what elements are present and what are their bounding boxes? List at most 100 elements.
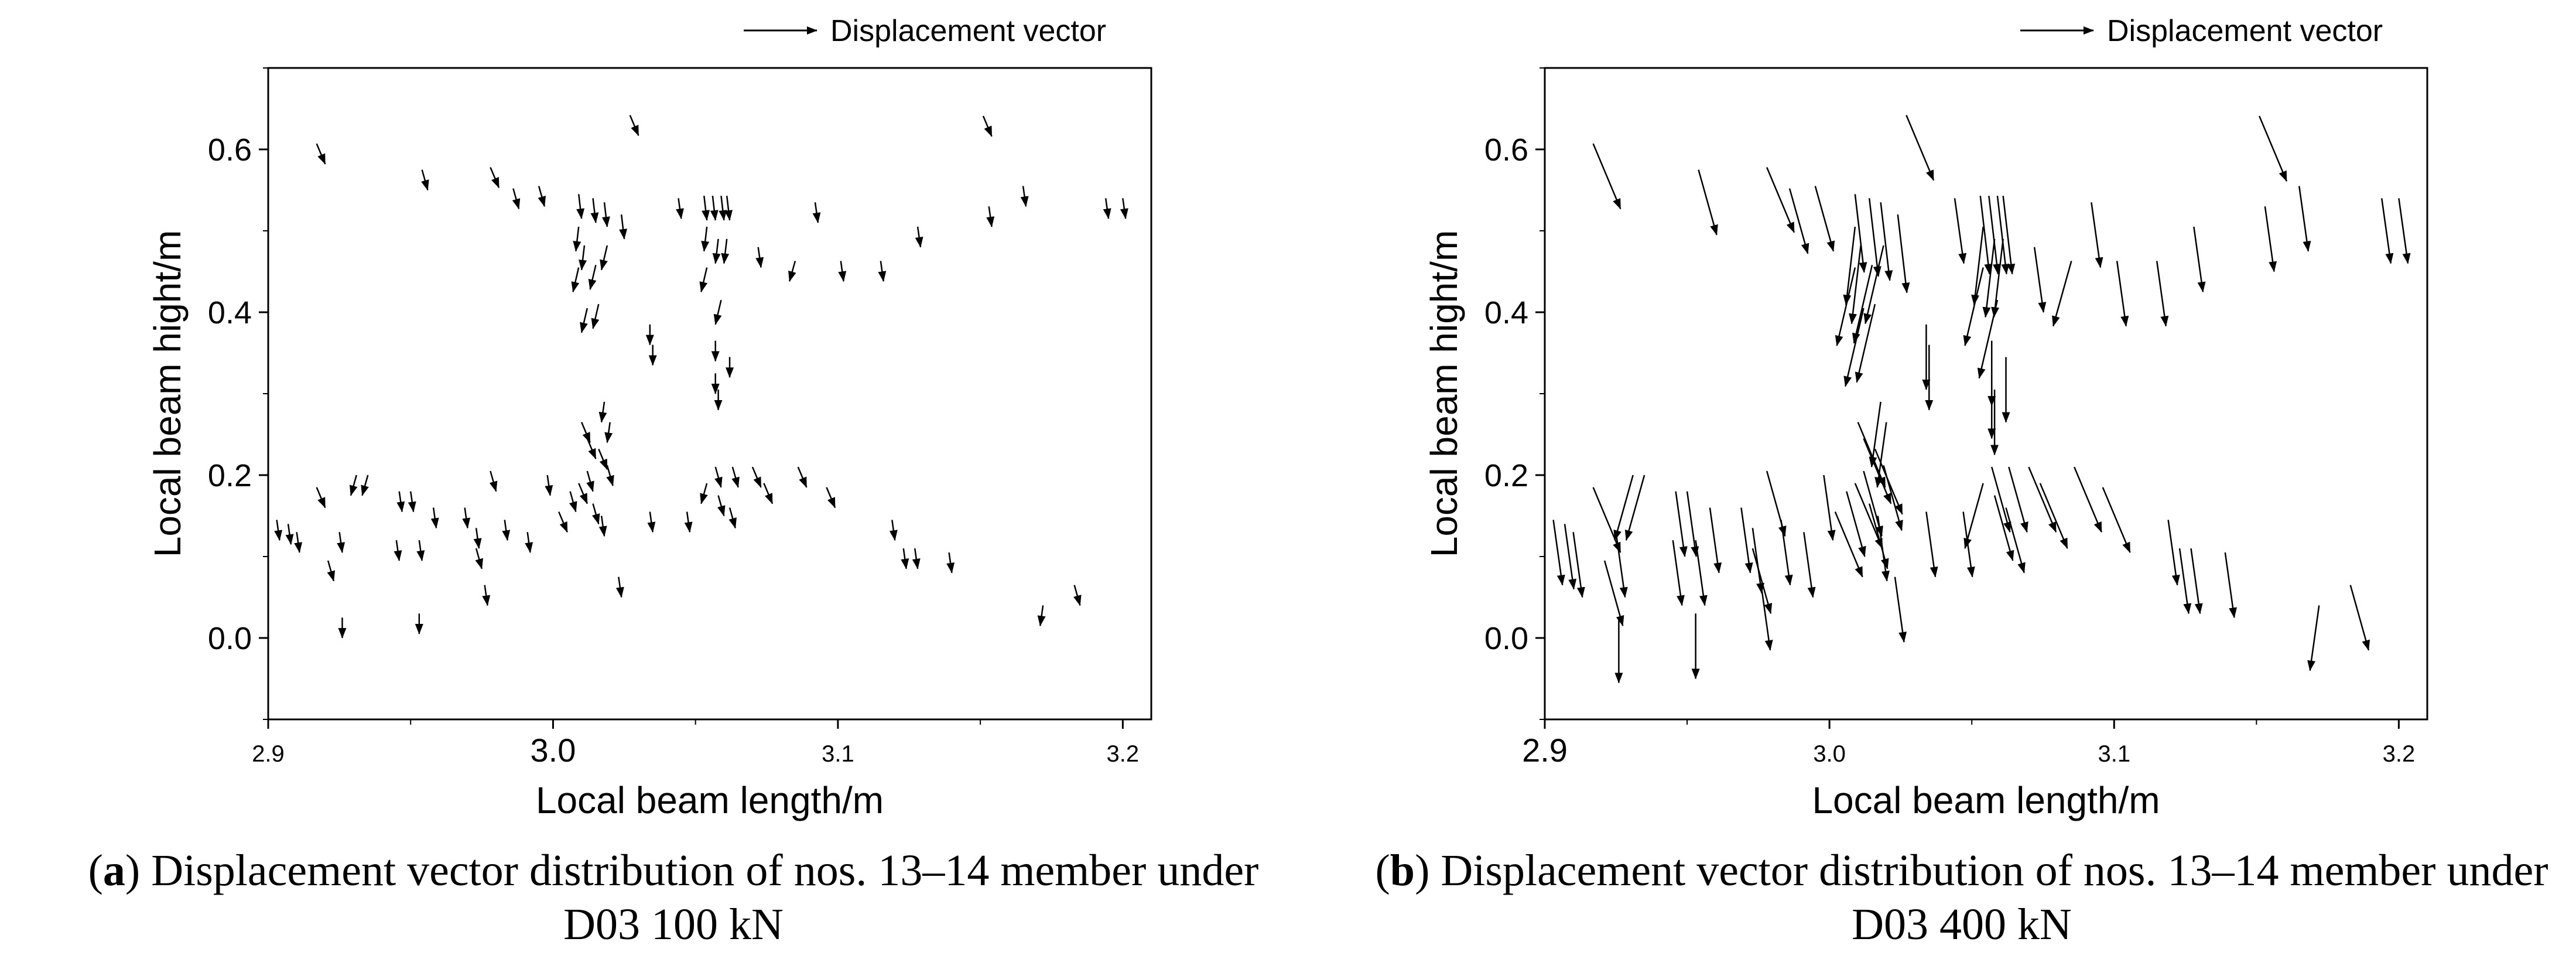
displacement-vector	[1675, 491, 1688, 557]
displacement-vector	[598, 449, 608, 470]
displacement-vector	[1552, 520, 1565, 586]
y-tick-label: 0.4	[1484, 295, 1528, 330]
displacement-vector	[1843, 226, 1856, 306]
displacement-vector	[361, 475, 369, 496]
y-tick-label: 0.6	[208, 132, 252, 168]
displacement-vector	[826, 487, 836, 508]
displacement-vector	[710, 196, 719, 221]
displacement-vector	[717, 495, 726, 517]
displacement-vector	[473, 528, 482, 550]
displacement-vector	[2033, 247, 2047, 313]
displacement-vector	[1996, 196, 2010, 275]
x-tick-label: 3.2	[2383, 741, 2416, 767]
displacement-vector	[2224, 552, 2237, 619]
displacement-vector	[719, 196, 727, 221]
displacement-vector	[2349, 585, 2370, 651]
displacement-vector	[1854, 194, 1867, 273]
displacement-vector	[579, 245, 587, 271]
displacement-vector	[1834, 511, 1863, 578]
displacement-vector	[1751, 548, 1773, 615]
displacement-vector	[316, 143, 326, 165]
displacement-vector	[1843, 308, 1865, 387]
displacement-vector	[982, 115, 993, 137]
displacement-vector	[462, 507, 471, 529]
displacement-vector	[1814, 186, 1835, 252]
displacement-vector	[1883, 465, 1903, 531]
y-axis-label: Local beam hight/m	[1423, 230, 1465, 558]
displacement-vector	[724, 196, 733, 221]
displacement-vector	[797, 466, 808, 488]
displacement-vector	[2028, 466, 2057, 533]
caption-b-load: D03 400 kN	[1852, 900, 2072, 949]
displacement-vector	[889, 520, 898, 541]
displacement-vector	[1603, 560, 1624, 627]
displacement-vector	[721, 238, 730, 264]
displacement-vector	[629, 115, 639, 136]
displacement-vector	[647, 511, 656, 533]
displacement-vector	[2005, 507, 2026, 574]
legend-label: Displacement vector	[830, 14, 1106, 48]
displacement-vector	[702, 196, 710, 221]
displacement-vector	[2002, 196, 2016, 275]
y-tick-label: 0.2	[208, 458, 252, 493]
displacement-vector	[571, 267, 580, 293]
displacement-vector	[1803, 532, 1816, 598]
displacement-vector	[912, 548, 921, 569]
displacement-vector	[1613, 475, 1634, 541]
displacement-vector	[502, 520, 511, 541]
displacement-vector	[591, 303, 600, 329]
displacement-vector	[1906, 115, 1935, 181]
displacement-vector	[1991, 238, 2004, 318]
displacement-vector	[2074, 466, 2103, 533]
displacement-vector	[1037, 605, 1046, 627]
displacement-vector	[2307, 605, 2320, 671]
displacement-vector	[751, 466, 762, 488]
x-tick-label: 3.1	[822, 741, 854, 767]
displacement-vector	[525, 532, 533, 554]
displacement-vector	[1857, 422, 1886, 488]
caption-a-text: Displacement vector distribution of nos.…	[151, 846, 1259, 895]
displacement-vector	[2380, 198, 2394, 264]
displacement-vector	[1624, 475, 1646, 541]
displacement-vector	[1780, 520, 1793, 586]
displacement-vector	[1977, 299, 1999, 379]
displacement-vector	[615, 576, 624, 598]
displacement-vector	[1963, 267, 1984, 346]
displacement-vector	[1962, 511, 1975, 578]
x-axis-label: Local beam length/m	[1812, 779, 2160, 821]
y-tick-label: 0.4	[208, 295, 252, 330]
x-tick-label: 3.1	[2098, 741, 2130, 767]
displacement-vector	[1751, 528, 1765, 594]
displacement-vector	[2298, 186, 2311, 252]
displacement-vector	[1894, 576, 1907, 643]
displacement-vector	[2156, 261, 2169, 327]
y-tick-label: 0.2	[1484, 458, 1528, 493]
caption-b-text: Displacement vector distribution of nos.…	[1441, 846, 2548, 895]
caption-a-label: a	[102, 846, 125, 895]
plot-frame	[1544, 67, 2428, 721]
displacement-vector	[2052, 261, 2072, 327]
displacement-vector	[1564, 524, 1577, 590]
displacement-vector	[598, 516, 607, 537]
displacement-vector	[699, 267, 708, 293]
displacement-vector	[591, 503, 600, 525]
displacement-vector	[1971, 226, 1984, 306]
x-tick-label: 3.0	[531, 732, 576, 769]
displacement-vector	[1954, 198, 1967, 264]
displacement-vector	[1855, 303, 1876, 383]
displacement-vector	[394, 540, 402, 561]
displacement-vector	[578, 483, 588, 504]
x-tick-label: 3.0	[1813, 741, 1846, 767]
displacement-vector	[1835, 267, 1856, 346]
displacement-vector	[601, 202, 610, 228]
displacement-vector	[316, 487, 326, 508]
displacement-vector	[1615, 532, 1628, 598]
displacement-vector	[1880, 202, 1893, 281]
displacement-vector	[701, 226, 710, 252]
x-tick-label: 3.2	[1107, 741, 1140, 767]
displacement-vector	[1766, 167, 1795, 233]
displacement-vector	[2259, 115, 2288, 182]
displacement-vector	[396, 491, 405, 513]
displacement-vector	[482, 585, 491, 606]
displacement-vector	[576, 194, 585, 220]
